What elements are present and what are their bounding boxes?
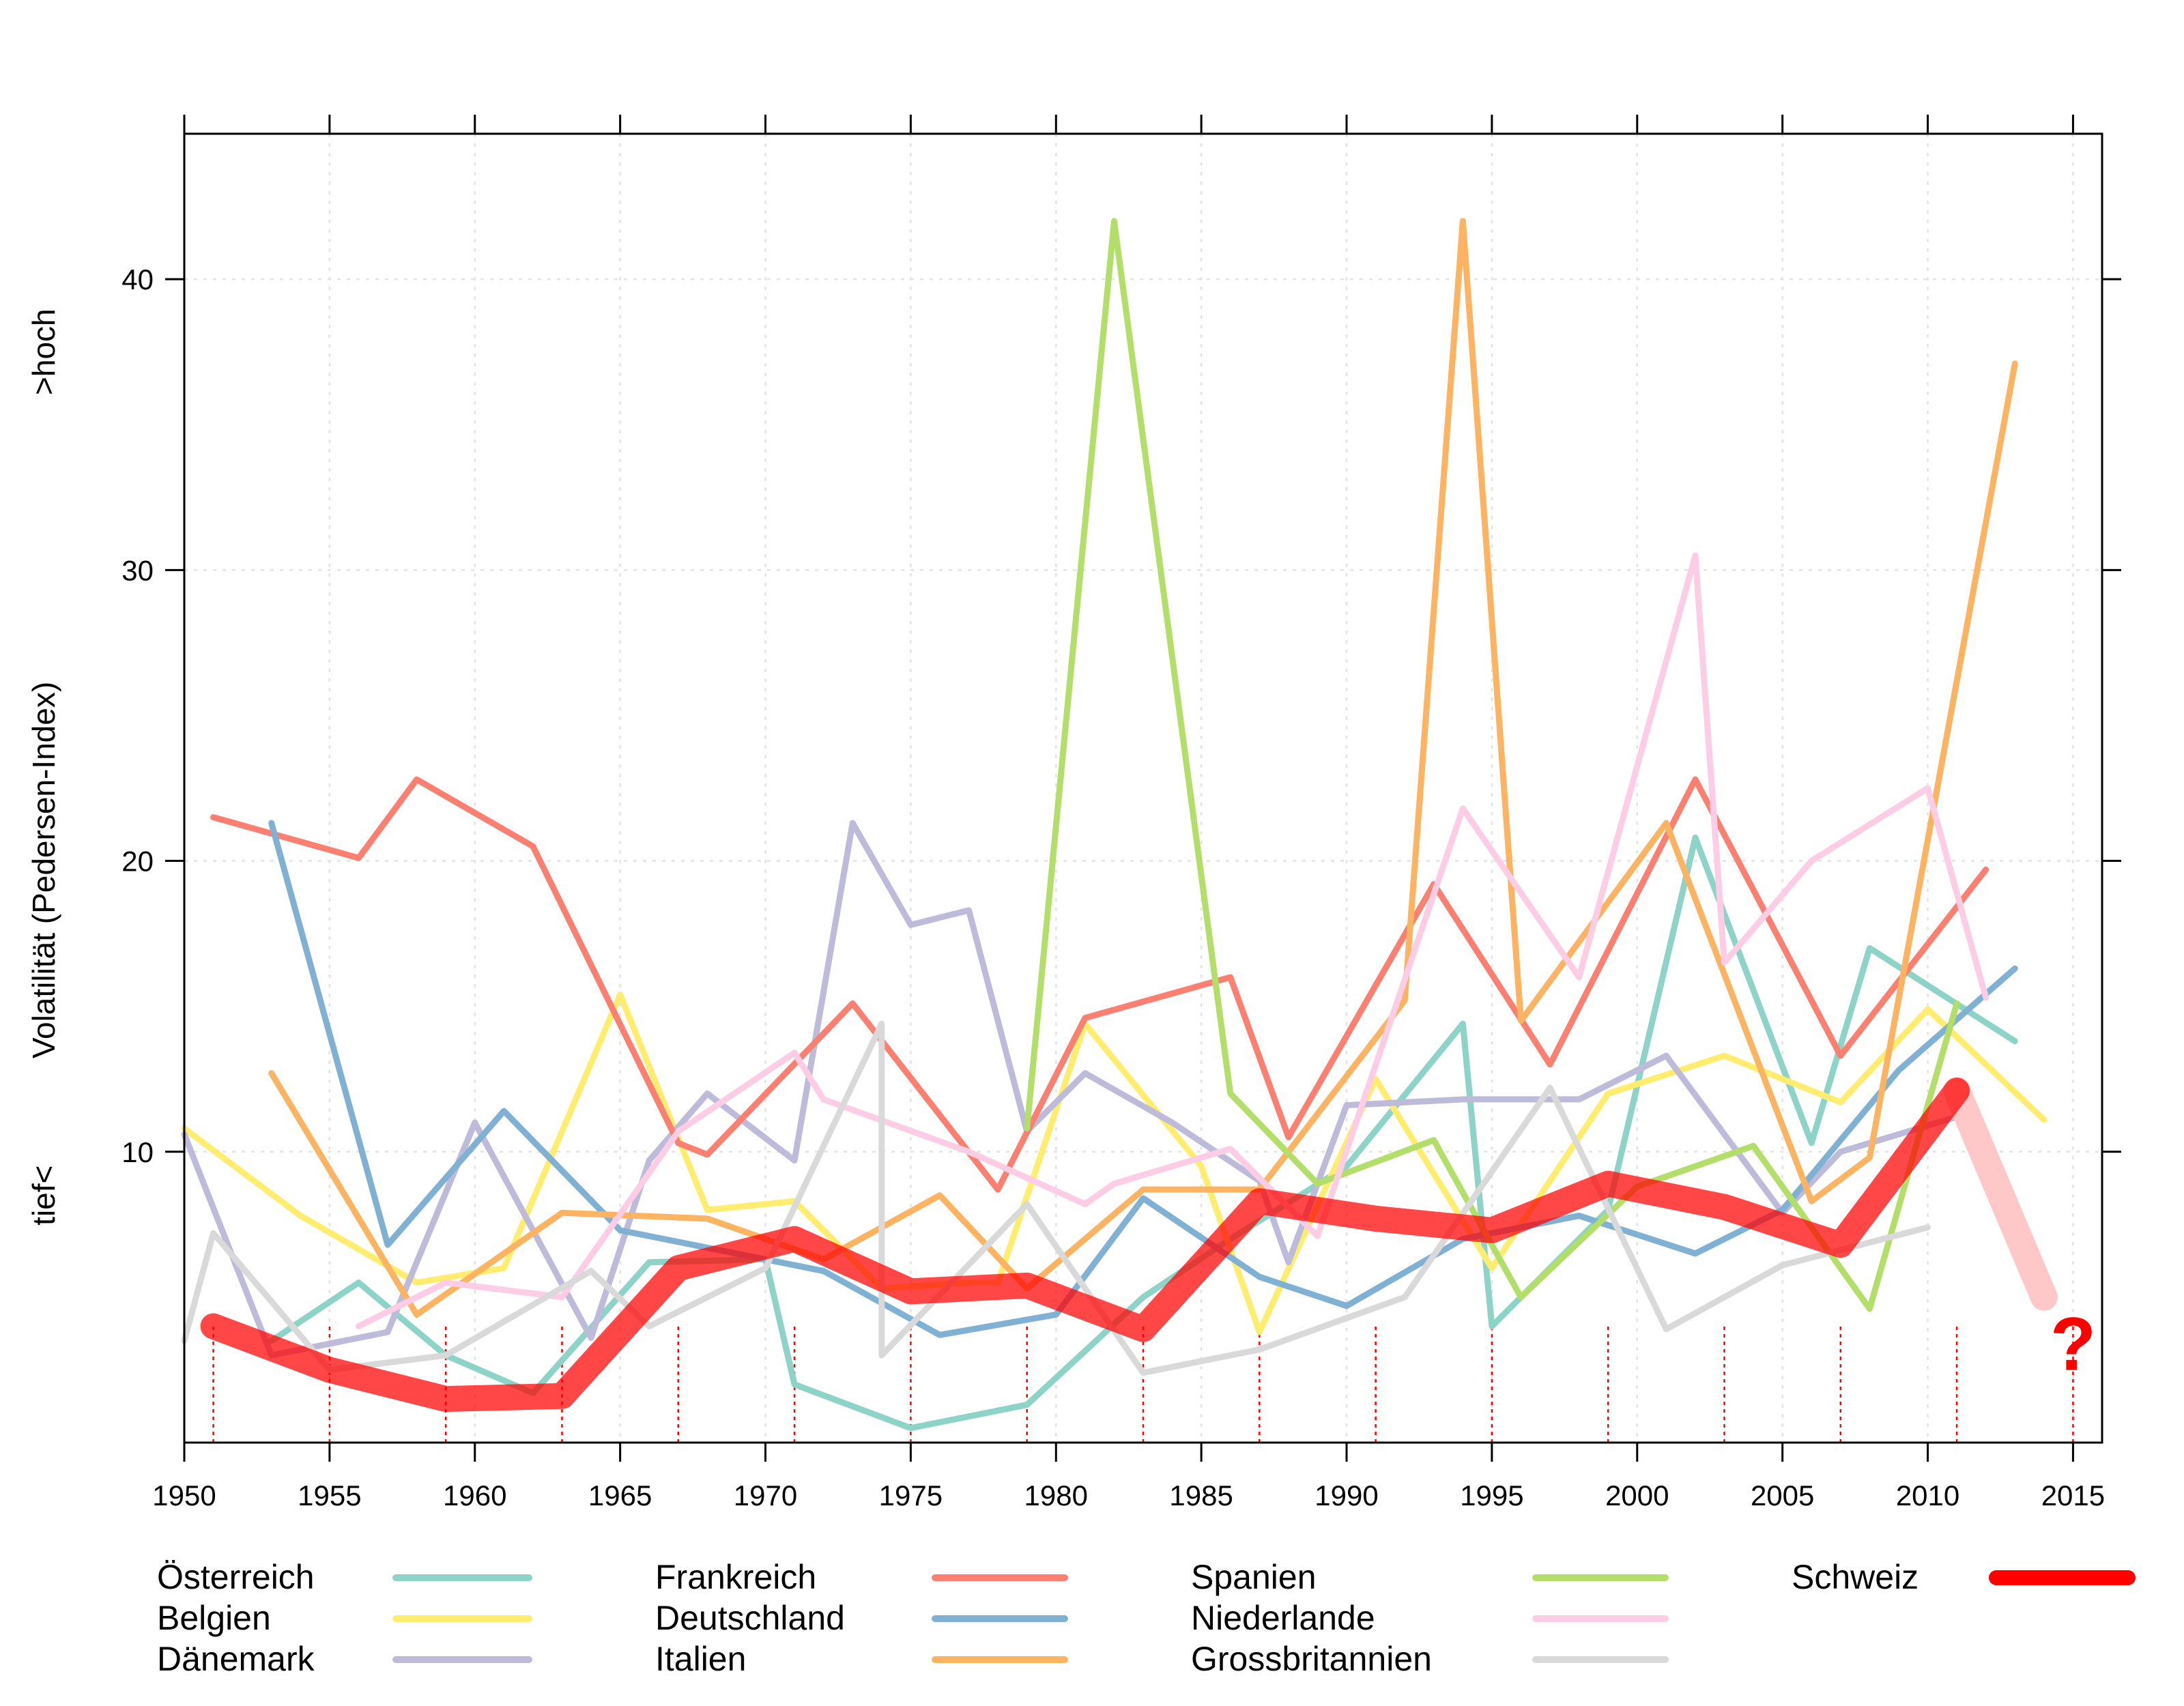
x-tick-label: 1955 <box>298 1479 361 1512</box>
axes: 1950 1955 1960 1965 1970 1975 1980 1985 1990 1995… <box>121 115 2121 1512</box>
projection-question-mark: ? <box>2050 1302 2096 1386</box>
y-tick-label: 10 <box>121 1136 154 1168</box>
x-tick-label: 1960 <box>443 1479 506 1512</box>
x-tick-label: 1975 <box>879 1479 943 1512</box>
projection-line <box>1943 1077 2058 1311</box>
x-tick-label: 2005 <box>1751 1479 1814 1512</box>
legend-label: Spanien <box>1191 1558 1317 1596</box>
legend-label: Dänemark <box>157 1640 315 1678</box>
series-line <box>181 992 2048 1335</box>
legend-label: Frankreich <box>655 1558 816 1596</box>
y-axis-high-label: >hoch <box>26 308 61 395</box>
x-tick-label: 1965 <box>588 1479 652 1512</box>
x-tick-label: 1995 <box>1460 1479 1523 1512</box>
series-line <box>268 820 2018 1338</box>
y-tick-label: 20 <box>121 845 154 878</box>
series-line <box>181 1020 1931 1376</box>
y-axis-low-label: tief< <box>26 1166 61 1226</box>
series-line <box>268 218 2018 1318</box>
legend-label: Niederlande <box>1191 1599 1375 1637</box>
y-tick-label: 30 <box>121 554 154 586</box>
legend-label: Österreich <box>157 1558 315 1596</box>
series-line <box>210 776 1989 1193</box>
legend-label: Belgien <box>157 1599 271 1637</box>
series-line-schweiz <box>200 1078 1970 1413</box>
x-tick-label: 1985 <box>1169 1479 1233 1512</box>
plot-frame <box>183 132 2103 1444</box>
series-lines <box>181 218 2058 1432</box>
x-tick-label: 1990 <box>1314 1479 1378 1512</box>
x-tick-label: 2010 <box>1896 1479 1959 1512</box>
y-axis-label: Volatilität (Pedersen-Index) <box>26 682 61 1058</box>
legend-label: Italien <box>655 1640 746 1678</box>
x-tick-label: 2015 <box>2041 1479 2105 1512</box>
x-tick-label: 1970 <box>734 1479 797 1512</box>
x-tick-label: 2000 <box>1605 1479 1669 1512</box>
legend-label: Schweiz <box>1792 1558 1919 1596</box>
y-tick-label: 40 <box>121 263 154 295</box>
legend-label: Grossbritannien <box>1191 1640 1432 1678</box>
series-line <box>355 552 1989 1330</box>
election-markers <box>212 1323 2074 1443</box>
x-tick-label: 1980 <box>1024 1479 1088 1512</box>
legend-label: Deutschland <box>655 1599 845 1637</box>
x-tick-label: 1950 <box>152 1479 216 1512</box>
